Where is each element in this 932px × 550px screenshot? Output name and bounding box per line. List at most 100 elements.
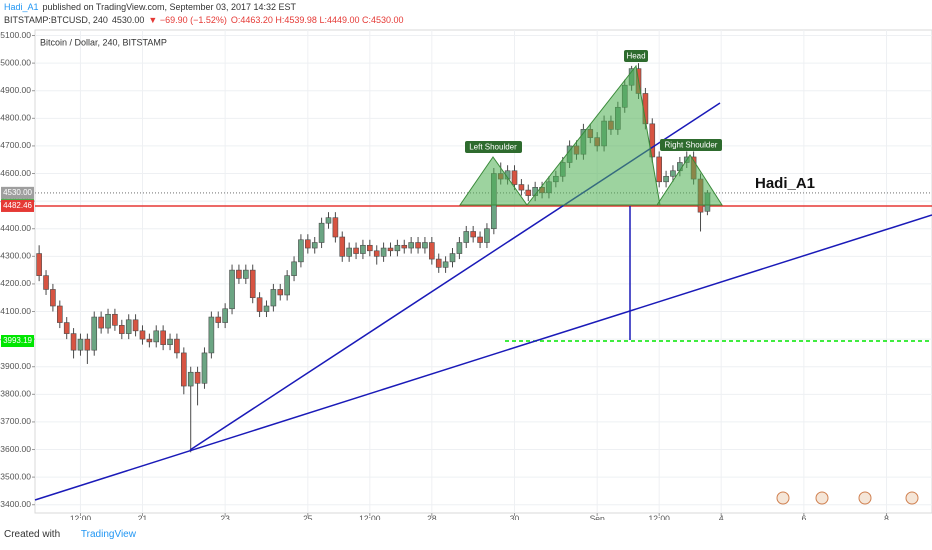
plot-area <box>34 29 932 514</box>
label-box <box>624 50 648 62</box>
event-icon[interactable] <box>815 491 829 505</box>
trend-line <box>34 214 932 501</box>
annotation: Left Shoulder <box>469 143 517 152</box>
y-tick-label: 4300.00 <box>0 251 31 261</box>
shoulder-triangle <box>656 154 723 206</box>
candle-body <box>401 244 408 249</box>
chart-title: Bitcoin / Dollar, 240, BITSTAMP <box>40 37 167 47</box>
candle-body <box>50 289 56 307</box>
annotation: Head <box>626 52 645 61</box>
y-tick-label: 3600.00 <box>0 444 31 454</box>
label-box <box>465 141 522 153</box>
candle-body <box>153 330 160 343</box>
candle-body <box>201 352 208 384</box>
candle-body <box>36 253 42 276</box>
candle-body <box>174 338 180 354</box>
y-tick-label: 4700.00 <box>0 140 31 150</box>
candle-body <box>229 269 235 310</box>
y-tick-label: 5100.00 <box>0 30 31 40</box>
candle-body <box>360 244 366 254</box>
x-tick-label: 6 <box>801 513 806 520</box>
candle-body <box>477 236 483 243</box>
candle-body <box>84 338 91 351</box>
ohlc: O:4463.20 H:4539.98 L:4449.00 C:4530.00 <box>230 15 404 25</box>
x-tick-label: 25 <box>303 513 313 520</box>
y-tick-label: 4400.00 <box>0 223 31 233</box>
candle-body <box>429 242 435 260</box>
y-tick-label: 4600.00 <box>0 168 31 178</box>
price-box-label: 3993.19 <box>3 336 32 345</box>
price-box-label: 4482.46 <box>3 201 32 210</box>
candle-body <box>194 371 201 384</box>
candle-body <box>125 319 132 334</box>
candle-body <box>181 352 187 387</box>
candle-body <box>484 228 490 243</box>
candle-body <box>270 289 277 307</box>
watermark: Hadi_A1 <box>755 175 815 192</box>
candle-body <box>222 308 228 323</box>
last-price: 4530.00 <box>111 15 145 25</box>
brand[interactable]: TradingView <box>80 529 136 540</box>
y-tick-label: 4200.00 <box>0 278 31 288</box>
x-tick-label: 4 <box>719 513 724 520</box>
candle-body <box>236 269 242 279</box>
candle-body <box>305 239 311 249</box>
x-tick-label: Sep <box>590 513 605 520</box>
candle-body <box>670 170 676 177</box>
event-icon[interactable] <box>858 491 872 505</box>
candle-body <box>146 338 153 343</box>
candle-body <box>57 305 63 323</box>
candle-body <box>380 247 387 257</box>
candle-body <box>119 325 125 334</box>
candle-body <box>525 189 532 196</box>
candle-body <box>394 244 401 252</box>
candle-body <box>449 253 456 263</box>
event-icon[interactable] <box>905 491 919 505</box>
candle-body <box>91 316 98 351</box>
x-tick-label: 28 <box>427 513 437 520</box>
author[interactable]: Hadi_A1 <box>4 2 39 12</box>
candle-body <box>332 217 339 238</box>
candle-body <box>408 242 414 249</box>
candle-body <box>98 316 104 329</box>
y-tick-label: 4800.00 <box>0 113 31 123</box>
candle-body <box>160 330 166 345</box>
y-tick-label: 5000.00 <box>0 57 31 67</box>
candle-body <box>387 247 394 252</box>
candle-body <box>463 231 470 243</box>
symbol: BITSTAMP:BTCUSD, 240 <box>4 15 108 25</box>
price-box-label: 4530.00 <box>3 188 32 197</box>
candle-body <box>43 275 49 290</box>
x-tick-label: 12:00 <box>649 513 671 520</box>
shoulder-triangle <box>459 156 528 206</box>
candle-body <box>298 239 304 263</box>
candle-body <box>277 289 284 296</box>
candle-body <box>415 242 421 249</box>
candle-body <box>77 338 84 351</box>
candle-body <box>112 313 118 326</box>
head-triangle <box>525 64 661 206</box>
candle-body <box>263 305 270 312</box>
event-icon[interactable] <box>776 491 790 505</box>
candle-body <box>318 222 325 243</box>
label-box <box>660 139 722 151</box>
change: ▼ −69.90 (−1.52%) <box>148 15 227 25</box>
footer: Created with TradingView <box>4 529 136 540</box>
candle-body <box>325 217 332 224</box>
candle-body <box>518 184 525 191</box>
chart: Left Shoulder Head Right Shoulder Hadi_A… <box>0 29 932 520</box>
candle-body <box>442 261 449 268</box>
candle-body <box>311 242 318 249</box>
candle-body <box>132 319 139 332</box>
candle-body <box>422 242 428 249</box>
candle-body <box>249 269 256 299</box>
y-tick-label: 3700.00 <box>0 416 31 426</box>
candle-body <box>373 250 380 257</box>
candle-body <box>339 236 346 257</box>
x-tick-label: 8 <box>884 513 889 520</box>
price-box <box>1 186 34 199</box>
y-tick-label: 3900.00 <box>0 361 31 371</box>
candle-body <box>167 338 173 345</box>
candle-body <box>663 175 669 183</box>
y-tick-label: 3500.00 <box>0 471 31 481</box>
